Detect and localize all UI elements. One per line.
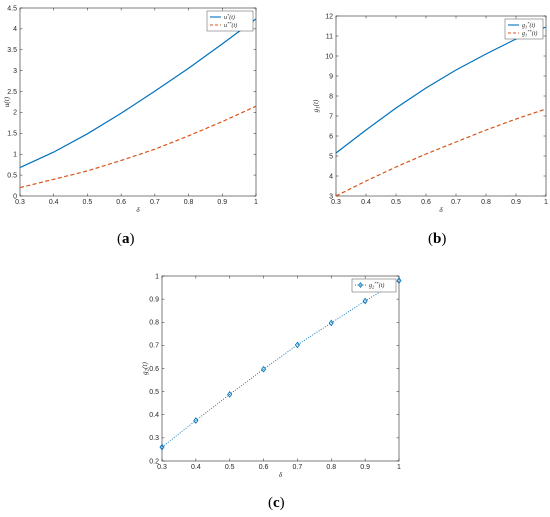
y-tick-label-b-7: 10: [325, 53, 333, 60]
x-tick-label-c-2: 0.5: [225, 464, 235, 471]
x-tick-label-b-7: 1: [544, 199, 548, 206]
y-tick-label-c-8: 1: [155, 273, 159, 280]
x-tick-label-c-7: 1: [397, 464, 401, 471]
series-line-a-1: [19, 105, 257, 189]
legend-label-b-0: g1*(t): [522, 21, 535, 30]
data-point-c-0-5: [328, 319, 334, 327]
legend-label-a-1: u**(t): [224, 21, 237, 29]
y-tick-label-c-0: 0.2: [149, 458, 159, 465]
y-tick-label-a-3: 1.5: [7, 131, 17, 138]
x-tick-label-a-2: 0.5: [83, 199, 93, 206]
y-tick-label-c-3: 0.5: [149, 389, 159, 396]
legend-c: [351, 278, 397, 293]
plot-area-b: [335, 15, 547, 197]
x-tick-label-c-5: 0.8: [326, 464, 336, 471]
plot-area-c: [161, 275, 400, 462]
y-tick-label-a-8: 4: [13, 26, 17, 33]
legend-a: [206, 10, 254, 32]
data-point-c-0-2: [227, 391, 233, 398]
caption-b: (b): [428, 231, 447, 247]
x-tick-label-c-6: 0.9: [360, 464, 370, 471]
x-tick-label-a-1: 0.4: [49, 199, 59, 206]
legend-b: [504, 18, 544, 40]
x-tick-label-b-4: 0.7: [451, 199, 461, 206]
y-tick-label-a-6: 3: [13, 68, 17, 75]
y-axis-label-a: u(t): [3, 96, 11, 107]
y-tick-label-b-0: 3: [329, 193, 333, 200]
x-tick-label-c-1: 0.4: [191, 464, 201, 471]
caption-c-letter: c: [273, 495, 280, 511]
x-tick-label-b-3: 0.6: [421, 199, 431, 206]
y-tick-label-b-1: 4: [329, 173, 333, 180]
caption-a: (a): [117, 231, 135, 247]
y-tick-label-c-1: 0.3: [149, 435, 159, 442]
series-line-b-0: [335, 26, 547, 154]
data-point-c-0-0: [159, 443, 165, 451]
x-tick-label-a-6: 0.9: [217, 199, 227, 206]
x-axis-label-a: δ: [136, 206, 140, 214]
data-point-c-0-4: [294, 341, 300, 349]
y-tick-label-c-4: 0.6: [149, 366, 159, 373]
legend-label-a-0: u*(t): [224, 13, 235, 21]
legend-label-c-0: g2**(t): [369, 281, 384, 290]
y-tick-label-b-4: 7: [329, 113, 333, 120]
x-tick-label-b-1: 0.4: [361, 199, 371, 206]
y-tick-label-b-8: 11: [326, 33, 333, 40]
series-line-b-1: [335, 108, 547, 197]
y-tick-label-a-9: 4.5: [7, 5, 17, 12]
x-tick-label-a-7: 1: [254, 199, 258, 206]
data-point-c-0-1: [193, 417, 199, 424]
data-point-c-0-7: [396, 277, 402, 284]
y-tick-label-b-9: 12: [325, 13, 333, 20]
y-tick-label-a-1: 0.5: [7, 172, 17, 179]
x-tick-label-b-0: 0.3: [331, 199, 341, 206]
y-tick-label-a-5: 2.5: [7, 89, 17, 96]
y-tick-label-b-3: 6: [329, 133, 333, 140]
series-line-a-0: [19, 18, 257, 169]
x-tick-label-b-2: 0.5: [391, 199, 401, 206]
caption-a-letter: a: [122, 231, 130, 247]
y-tick-label-b-2: 5: [329, 153, 333, 160]
y-tick-label-c-2: 0.4: [149, 412, 159, 419]
y-tick-label-c-6: 0.8: [149, 320, 159, 327]
y-tick-label-b-5: 8: [329, 93, 333, 100]
data-point-c-0-3: [261, 365, 267, 373]
x-tick-label-a-3: 0.6: [116, 199, 126, 206]
x-axis-label-b: δ: [439, 206, 443, 214]
y-tick-label-a-7: 3.5: [7, 47, 17, 54]
y-tick-label-a-4: 2: [13, 110, 17, 117]
x-tick-label-a-0: 0.3: [15, 199, 25, 206]
y-axis-label-b: g1(t): [312, 99, 322, 112]
caption-b-letter: b: [433, 231, 442, 247]
data-point-c-0-6: [362, 297, 368, 305]
x-tick-label-b-5: 0.8: [481, 199, 491, 206]
y-tick-label-c-7: 0.9: [149, 296, 159, 303]
y-tick-label-c-5: 0.7: [149, 343, 159, 350]
x-axis-label-c: δ: [279, 471, 283, 479]
x-tick-label-c-3: 0.6: [259, 464, 269, 471]
legend-label-b-1: g1**(t): [522, 29, 537, 38]
x-tick-label-b-6: 0.9: [511, 199, 521, 206]
caption-c: (c): [268, 495, 285, 511]
y-tick-label-a-2: 1: [13, 152, 17, 159]
y-tick-label-a-0: 0: [13, 193, 17, 200]
x-tick-label-a-4: 0.7: [150, 199, 160, 206]
legend-marker-c-0: [358, 282, 363, 288]
y-tick-label-b-6: 9: [329, 73, 333, 80]
x-tick-label-a-5: 0.8: [184, 199, 194, 206]
x-tick-label-c-0: 0.3: [157, 464, 167, 471]
series-line-c-0: [161, 280, 400, 448]
y-axis-label-c: g2(t): [141, 362, 151, 375]
x-tick-label-c-4: 0.7: [293, 464, 303, 471]
